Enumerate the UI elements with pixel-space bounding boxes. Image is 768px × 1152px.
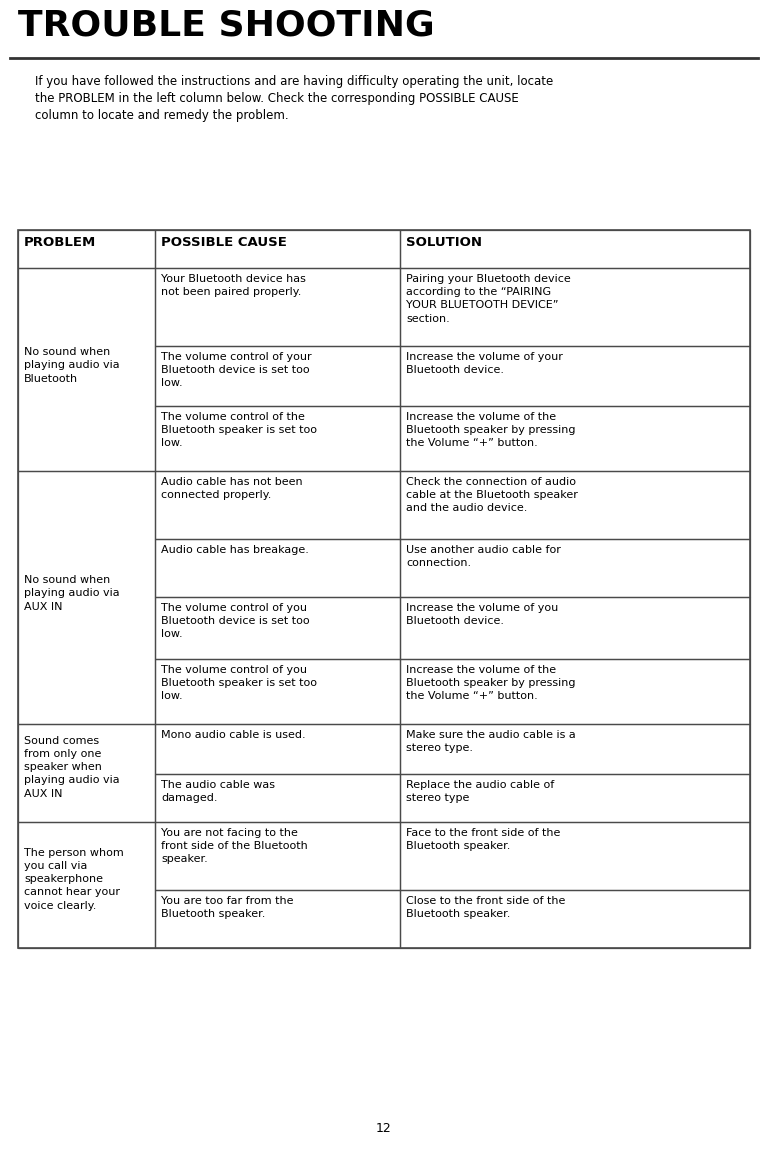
Text: 12: 12 [376,1122,392,1135]
Text: Increase the volume of you
Bluetooth device.: Increase the volume of you Bluetooth dev… [406,602,558,627]
Text: Your Bluetooth device has
not been paired properly.: Your Bluetooth device has not been paire… [161,274,306,297]
Text: No sound when
playing audio via
Bluetooth: No sound when playing audio via Bluetoot… [24,347,120,384]
Text: The person whom
you call via
speakerphone
cannot hear your
voice clearly.: The person whom you call via speakerphon… [24,848,124,910]
Bar [155,406,400,471]
Bar [400,890,750,948]
Bar [400,230,750,268]
Bar [155,890,400,948]
Text: If you have followed the instructions and are having difficulty operating the un: If you have followed the instructions an… [35,75,553,122]
Bar [18,230,155,268]
Text: You are too far from the
Bluetooth speaker.: You are too far from the Bluetooth speak… [161,896,293,919]
Text: Pairing your Bluetooth device
according to the “PAIRING
YOUR BLUETOOTH DEVICE”
s: Pairing your Bluetooth device according … [406,274,571,324]
Text: Make sure the audio cable is a
stereo type.: Make sure the audio cable is a stereo ty… [406,730,576,753]
Bar [400,774,750,823]
Bar [400,539,750,597]
Bar [18,723,155,823]
Bar [400,823,750,890]
Text: Increase the volume of the
Bluetooth speaker by pressing
the Volume “+” button.: Increase the volume of the Bluetooth spe… [406,665,575,702]
Bar [400,471,750,539]
Bar [400,406,750,471]
Bar [155,268,400,346]
Text: Check the connection of audio
cable at the Bluetooth speaker
and the audio devic: Check the connection of audio cable at t… [406,477,578,514]
Text: TROUBLE SHOOTING: TROUBLE SHOOTING [18,8,435,41]
Bar [155,539,400,597]
Text: Mono audio cable is used.: Mono audio cable is used. [161,730,306,740]
Text: The volume control of your
Bluetooth device is set too
low.: The volume control of your Bluetooth dev… [161,353,312,388]
Bar [18,823,155,948]
Text: The volume control of you
Bluetooth speaker is set too
low.: The volume control of you Bluetooth spea… [161,665,317,702]
Text: You are not facing to the
front side of the Bluetooth
speaker.: You are not facing to the front side of … [161,828,308,864]
Text: No sound when
playing audio via
AUX IN: No sound when playing audio via AUX IN [24,575,120,612]
Bar [155,597,400,659]
Text: Increase the volume of your
Bluetooth device.: Increase the volume of your Bluetooth de… [406,353,563,376]
Text: The audio cable was
damaged.: The audio cable was damaged. [161,780,275,803]
Bar [400,346,750,406]
Text: The volume control of the
Bluetooth speaker is set too
low.: The volume control of the Bluetooth spea… [161,412,317,448]
Text: Audio cable has not been
connected properly.: Audio cable has not been connected prope… [161,477,303,500]
Text: Use another audio cable for
connection.: Use another audio cable for connection. [406,545,561,568]
Bar [155,471,400,539]
Text: Increase the volume of the
Bluetooth speaker by pressing
the Volume “+” button.: Increase the volume of the Bluetooth spe… [406,412,575,448]
Bar [400,597,750,659]
Text: PROBLEM: PROBLEM [24,236,96,249]
Text: Audio cable has breakage.: Audio cable has breakage. [161,545,309,555]
Bar [18,471,155,723]
Bar [155,346,400,406]
Text: Close to the front side of the
Bluetooth speaker.: Close to the front side of the Bluetooth… [406,896,565,919]
Bar [400,268,750,346]
Text: POSSIBLE CAUSE: POSSIBLE CAUSE [161,236,287,249]
Text: Replace the audio cable of
stereo type: Replace the audio cable of stereo type [406,780,554,803]
Bar [18,268,155,471]
Bar [18,230,750,948]
Bar [400,659,750,723]
Bar [155,723,400,774]
Bar [400,723,750,774]
Bar [155,823,400,890]
Text: Sound comes
from only one
speaker when
playing audio via
AUX IN: Sound comes from only one speaker when p… [24,736,120,798]
Bar [155,659,400,723]
Text: The volume control of you
Bluetooth device is set too
low.: The volume control of you Bluetooth devi… [161,602,310,639]
Text: Face to the front side of the
Bluetooth speaker.: Face to the front side of the Bluetooth … [406,828,561,851]
Bar [155,230,400,268]
Bar [155,774,400,823]
Text: SOLUTION: SOLUTION [406,236,482,249]
